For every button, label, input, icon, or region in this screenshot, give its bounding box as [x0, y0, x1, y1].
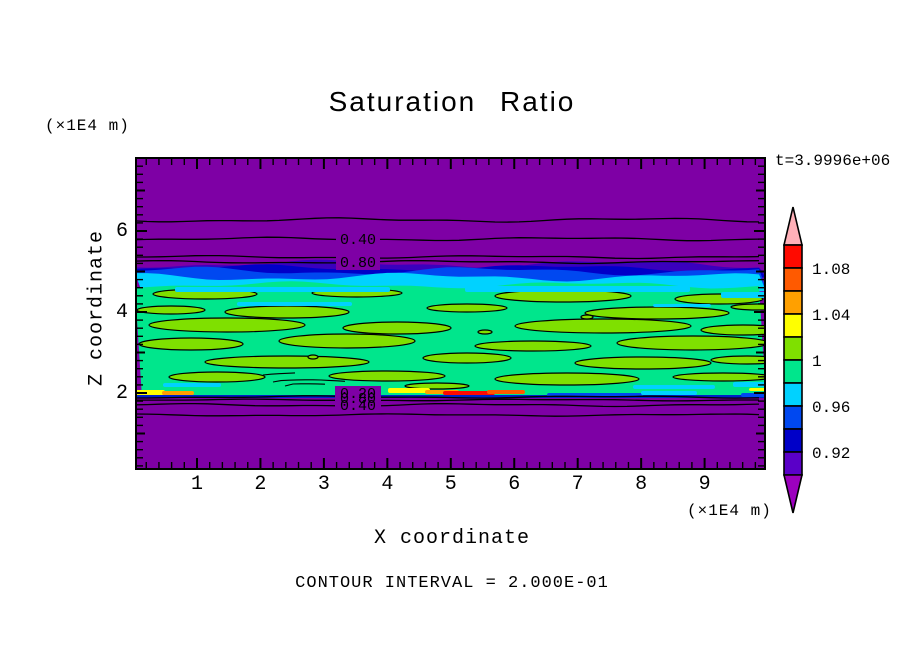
saturation-streak: [163, 383, 221, 387]
saturation-streak: [465, 286, 690, 292]
contour-line: [135, 395, 760, 399]
saturation-streak: [721, 292, 766, 298]
contour-lens: [477, 329, 493, 335]
contour-lens: [204, 355, 370, 369]
contour-lens: [584, 306, 730, 320]
contour-lens: [426, 303, 508, 313]
contour-line: [135, 236, 760, 242]
colorbar-block: [783, 382, 803, 407]
colorbar-block: [783, 336, 803, 361]
saturation-streak: [443, 391, 495, 395]
contour-line: [135, 398, 759, 402]
x-tick-label: 7: [571, 473, 584, 496]
contour-lens: [307, 354, 319, 360]
x-tick-label: 8: [635, 473, 648, 496]
contour-label-mask: [336, 254, 380, 270]
contour-line-label: 0.20: [340, 386, 376, 403]
colorbar-tick-label: 1.08: [812, 261, 850, 279]
contour-plot: 0.400.800.200.800.40: [135, 157, 766, 470]
contour-line-label: 0.40: [340, 398, 376, 415]
contour-line-label: 0.80: [340, 255, 376, 272]
x-tick-label: 6: [508, 473, 521, 496]
contour-lens: [672, 372, 766, 382]
colorbar-under-arrow: [782, 474, 804, 514]
contour-squiggle: [272, 379, 346, 383]
contour-lens: [328, 370, 446, 382]
x-tick-label: 9: [698, 473, 711, 496]
x-tick-label: 5: [444, 473, 457, 496]
colorbar-tick-label: 1.04: [812, 307, 850, 325]
colorbar-tick-label: 0.92: [812, 445, 850, 463]
saturation-streak: [641, 391, 697, 395]
contour-squiggle: [262, 372, 296, 376]
contour-label-mask: [335, 398, 381, 412]
figure-title: Saturation Ratio: [328, 86, 576, 117]
contour-lens: [136, 305, 206, 315]
contour-line: [135, 402, 760, 408]
x-axis-unit-label: (×1E4 m): [687, 502, 772, 520]
contour-lens: [616, 335, 766, 351]
contour-lens: [168, 371, 266, 383]
x-tick-label: 3: [317, 473, 330, 496]
contour-lens: [474, 340, 592, 352]
contour-line-label: 0.40: [340, 232, 376, 249]
contour-line: [135, 413, 760, 417]
contour-lens: [278, 333, 416, 349]
colorbar-tick-label: 0.96: [812, 399, 850, 417]
x-tick-label: 1: [190, 473, 204, 496]
saturation-streak: [237, 302, 352, 306]
contour-lens: [342, 321, 452, 335]
contour-lens: [422, 352, 512, 364]
x-tick-label: 2: [254, 473, 267, 496]
saturation-streak: [733, 382, 766, 387]
plot-frame: [135, 157, 766, 470]
y-axis-unit-label: (×1E4 m): [45, 117, 130, 135]
saturation-streak: [388, 388, 430, 393]
colorbar-block: [783, 428, 803, 453]
contour-line: [135, 259, 760, 265]
contour-line-label: 0.80: [340, 391, 376, 408]
contour-lens: [700, 324, 766, 336]
x-tick-label: 4: [381, 473, 394, 496]
contour-interval-label: CONTOUR INTERVAL = 2.000E-01: [295, 574, 609, 593]
saturation-streak: [653, 304, 711, 307]
saturation-streak: [162, 391, 194, 395]
contour-lens: [514, 318, 692, 334]
colorbar-block: [783, 313, 803, 338]
contour-lens: [224, 305, 350, 319]
z-axis-label: Z coordinate: [85, 229, 109, 387]
saturation-streak: [175, 287, 390, 292]
contour-lens: [710, 355, 766, 365]
colorbar-over-arrow: [782, 206, 804, 246]
colorbar-block: [783, 359, 803, 384]
z-tick-label: 4: [115, 301, 128, 324]
colorbar: 1.08 1.04 1 0.96 0.92: [782, 206, 850, 514]
contour-lens: [730, 303, 766, 311]
saturation-streak: [749, 388, 766, 391]
colorbar-block: [783, 267, 803, 292]
contour-line: [135, 254, 760, 260]
contour-label-mask: [336, 231, 380, 247]
saturation-streak: [487, 390, 525, 394]
colorbar-block: [783, 290, 803, 315]
saturation-streak: [633, 385, 715, 389]
z-tick-label: 2: [115, 382, 128, 405]
time-label: t=3.9996e+06: [775, 152, 891, 170]
x-axis-label: X coordinate: [373, 527, 531, 550]
contour-lens: [574, 356, 712, 370]
contour-lens: [404, 382, 470, 390]
contour-lens: [138, 337, 244, 351]
colorbar-block: [783, 244, 803, 269]
contour-lens: [148, 317, 306, 333]
colorbar-tick-label: 1: [812, 353, 822, 371]
contour-lens: [580, 314, 594, 320]
contour-squiggle: [284, 383, 326, 387]
colorbar-block: [783, 405, 803, 430]
z-tick-label: 6: [115, 220, 128, 243]
contour-line: [135, 217, 760, 223]
contour-lens: [494, 372, 640, 386]
colorbar-block: [783, 451, 803, 476]
